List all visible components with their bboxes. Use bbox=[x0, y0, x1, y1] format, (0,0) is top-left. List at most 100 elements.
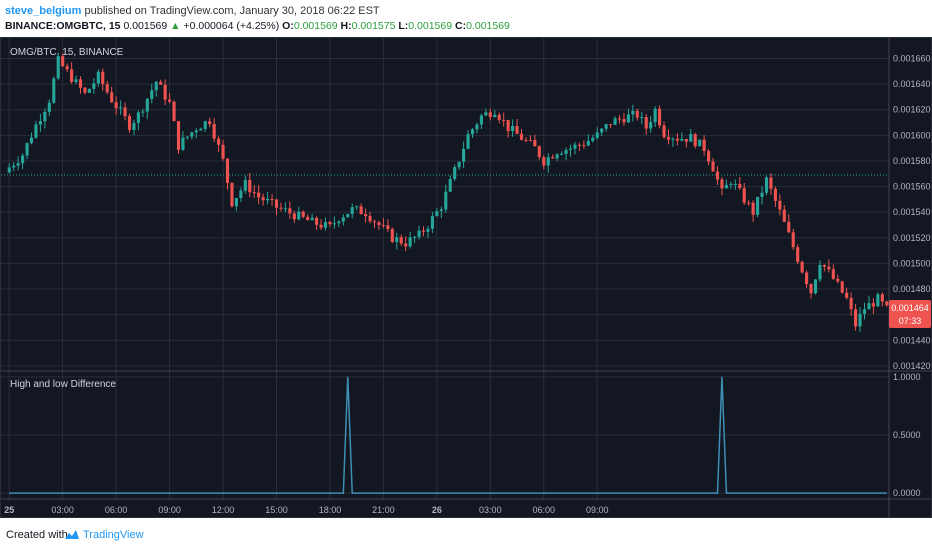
candle-body bbox=[74, 79, 78, 83]
candle-body bbox=[568, 148, 573, 150]
candle-body bbox=[760, 192, 764, 197]
candle-body bbox=[234, 197, 238, 207]
indicator-tick-label: 1.0000 bbox=[893, 372, 921, 382]
candle-body bbox=[738, 183, 742, 189]
candle-body bbox=[591, 137, 595, 141]
candle-body bbox=[185, 136, 189, 138]
chart-area[interactable]: OMG/BTC, 15, BINANCE High and low Differ… bbox=[0, 37, 932, 518]
candle-body bbox=[123, 107, 127, 117]
high-label: H: bbox=[340, 20, 352, 32]
candle-body bbox=[800, 261, 804, 273]
candle-body bbox=[854, 309, 858, 327]
candle-body bbox=[421, 230, 426, 232]
candle-body bbox=[684, 138, 688, 142]
candle-body bbox=[292, 213, 296, 220]
candle-body bbox=[190, 132, 194, 137]
chart-svg[interactable]: OMG/BTC, 15, BINANCE High and low Differ… bbox=[1, 38, 931, 517]
price-tick-label: 0.001580 bbox=[893, 156, 931, 166]
candle-body bbox=[698, 139, 702, 147]
candle-body bbox=[845, 292, 849, 298]
candle-body bbox=[38, 121, 42, 125]
candle-body bbox=[475, 124, 479, 130]
candle-body bbox=[435, 211, 439, 217]
candle-body bbox=[350, 207, 354, 214]
candle-body bbox=[693, 134, 697, 147]
candle-body bbox=[724, 184, 728, 189]
candle-body bbox=[172, 101, 176, 122]
candle-body bbox=[658, 108, 662, 126]
candle-body bbox=[34, 124, 38, 138]
candle-body bbox=[315, 217, 319, 225]
time-tick-label: 12:00 bbox=[212, 505, 235, 515]
candle-body bbox=[319, 224, 323, 228]
candle-body bbox=[270, 198, 274, 200]
candle-body bbox=[640, 117, 644, 119]
candle-body bbox=[675, 138, 679, 141]
candles bbox=[7, 52, 889, 332]
last-price: 0.001569 bbox=[123, 20, 168, 32]
candle-body bbox=[404, 243, 408, 247]
indicator-axis[interactable]: 1.0000 0.5000 0.0000 bbox=[893, 372, 921, 498]
candle-body bbox=[377, 222, 381, 226]
last-price-tag: 0.001464 07:33 bbox=[889, 300, 931, 328]
candle-body bbox=[511, 125, 515, 132]
time-tick-label: 03:00 bbox=[479, 505, 502, 515]
author-link[interactable]: steve_belgium bbox=[5, 5, 82, 17]
candle-body bbox=[671, 138, 675, 140]
candle-body bbox=[555, 154, 559, 159]
candle-body bbox=[649, 122, 653, 129]
candle-body bbox=[145, 98, 149, 112]
footer: Created with TradingView bbox=[0, 520, 932, 550]
candle-body bbox=[386, 225, 390, 229]
candle-body bbox=[885, 301, 889, 306]
candle-body bbox=[16, 163, 20, 166]
candle-body bbox=[537, 146, 541, 158]
candle-body bbox=[742, 188, 746, 203]
candle-body bbox=[364, 214, 368, 217]
high-value: 0.001575 bbox=[351, 20, 396, 32]
candle-body bbox=[221, 144, 225, 159]
candle-body bbox=[306, 216, 310, 221]
candle-body bbox=[805, 272, 809, 285]
candle-body bbox=[332, 223, 336, 225]
candle-body bbox=[127, 116, 132, 130]
candle-body bbox=[564, 149, 568, 154]
candle-body bbox=[622, 119, 626, 123]
candle-body bbox=[136, 112, 140, 123]
candle-body bbox=[390, 228, 394, 243]
candle-body bbox=[110, 92, 114, 103]
price-tick-label: 0.001500 bbox=[893, 258, 931, 268]
price-tick-label: 0.001420 bbox=[893, 361, 931, 371]
candle-body bbox=[519, 133, 524, 140]
candle-body bbox=[274, 199, 279, 208]
time-tick-label: 15:00 bbox=[265, 505, 288, 515]
time-axis[interactable]: 25 03:00 06:00 09:00 12:00 15:00 18:00 21:00 26 0… bbox=[4, 505, 608, 515]
indicator-pane-title: High and low Difference bbox=[10, 379, 116, 390]
indicator-tick-label: 0.0000 bbox=[893, 488, 921, 498]
candle-body bbox=[29, 137, 34, 144]
up-arrow-icon: ▲ bbox=[170, 20, 181, 32]
tradingview-brand-link[interactable]: TradingView bbox=[83, 529, 144, 541]
candle-body bbox=[653, 108, 657, 123]
candle-body bbox=[181, 137, 185, 150]
candle-body bbox=[626, 114, 630, 123]
candle-body bbox=[439, 209, 443, 212]
candle-body bbox=[163, 84, 167, 100]
time-tick-label: 26 bbox=[432, 505, 442, 515]
low-label: L: bbox=[398, 20, 409, 32]
candle-body bbox=[751, 202, 755, 215]
open-value: 0.001569 bbox=[293, 20, 338, 32]
tradingview-logo-icon bbox=[65, 530, 79, 539]
candle-body bbox=[586, 140, 590, 146]
candle-body bbox=[787, 221, 791, 233]
candle-body bbox=[497, 114, 501, 120]
candle-body bbox=[444, 191, 448, 210]
candle-body bbox=[159, 81, 163, 85]
candle-body bbox=[328, 222, 332, 225]
candle-body bbox=[836, 278, 840, 282]
time-tick-label: 18:00 bbox=[319, 505, 342, 515]
candle-body bbox=[876, 294, 880, 307]
publish-line: steve_belgium published on TradingView.c… bbox=[5, 5, 380, 17]
candle-body bbox=[168, 99, 172, 102]
time-tick-label: 25 bbox=[4, 505, 14, 515]
